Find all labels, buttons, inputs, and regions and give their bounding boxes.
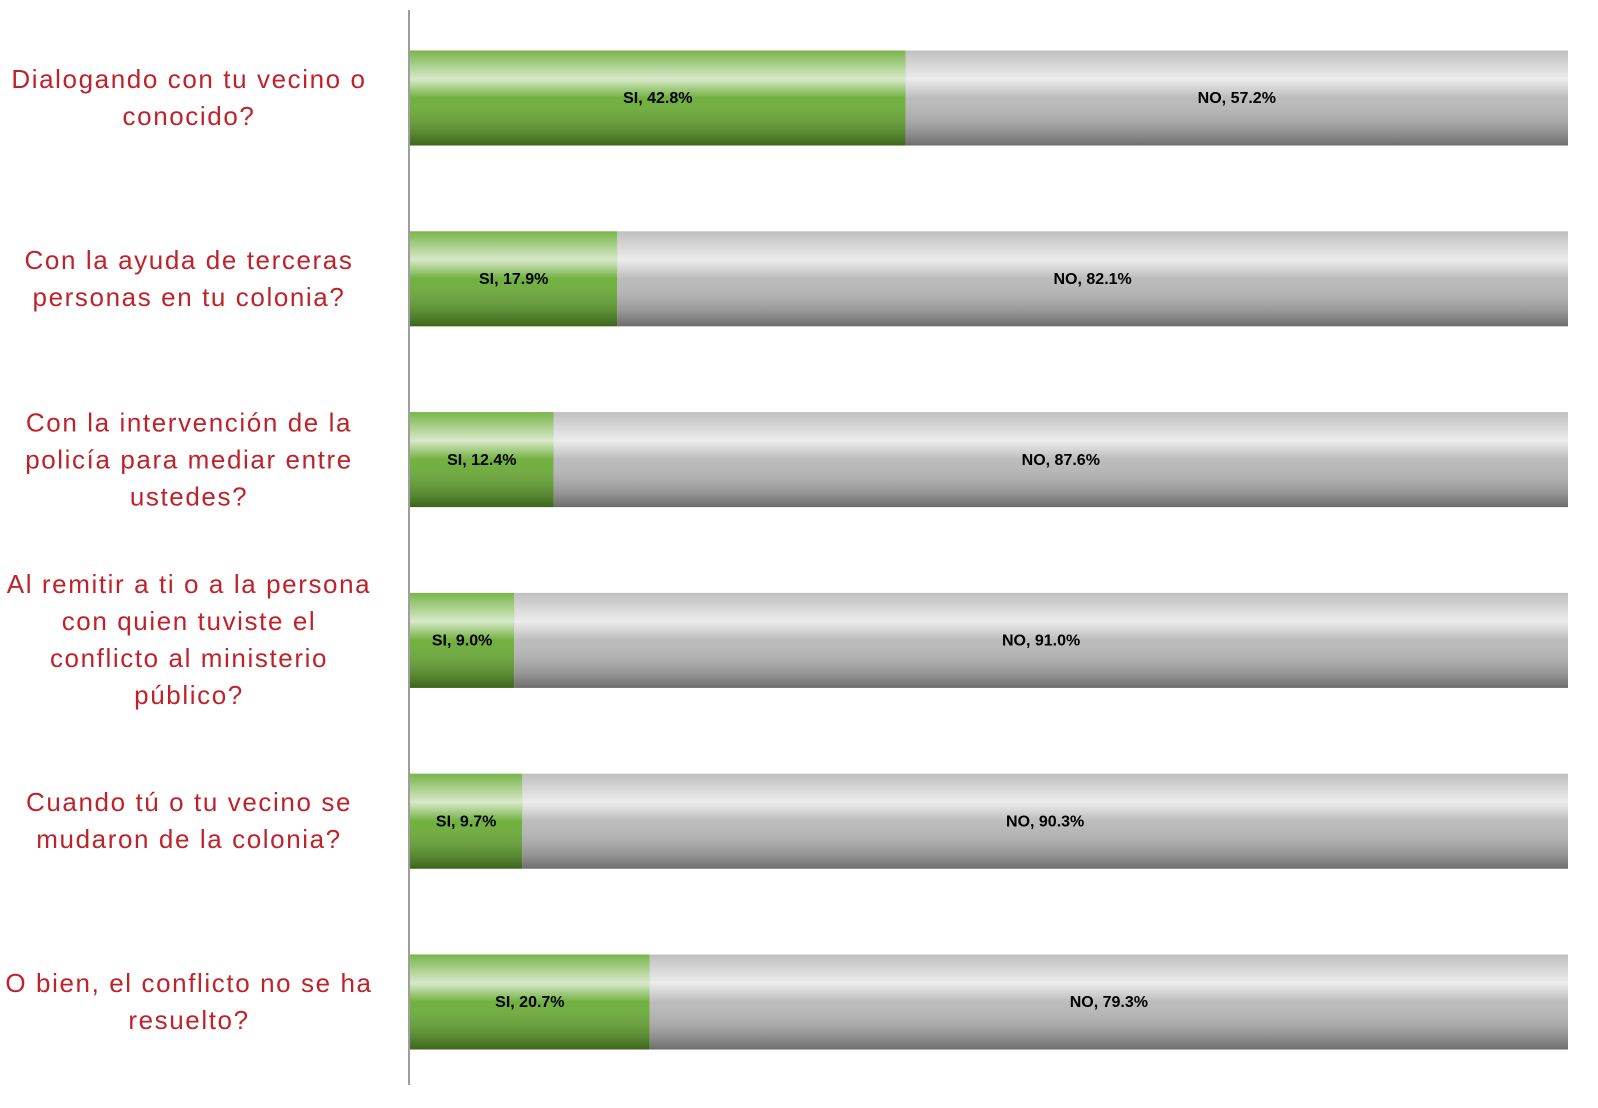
data-label: SI, 12.4% (447, 452, 516, 469)
data-label: NO, 57.2% (1198, 90, 1276, 107)
data-label: SI, 42.8% (623, 90, 692, 107)
category-label: Con la ayuda de terceras personas en tu … (24, 244, 354, 312)
bar-shade (905, 50, 1568, 146)
bar-shade (410, 592, 515, 688)
data-label: NO, 90.3% (1006, 813, 1084, 830)
data-label: SI, 17.9% (479, 271, 548, 288)
data-label: SI, 9.7% (436, 813, 496, 830)
bar-shade (410, 954, 650, 1050)
bar-shade (649, 954, 1568, 1050)
bar-shade (553, 412, 1568, 508)
data-label: SI, 20.7% (495, 994, 564, 1011)
category-label: O bien, el conflicto no se ha resuelto? (5, 968, 373, 1035)
bar-shade (617, 231, 1568, 327)
category-label: Cuando tú o tu vecino se mudaron de la c… (25, 787, 353, 855)
data-label: SI, 9.0% (432, 633, 492, 650)
category-label: Dialogando con tu vecino o conocido? (11, 64, 367, 131)
bar-shade (514, 592, 1568, 688)
category-label: Con la intervención de la policía para m… (25, 407, 353, 512)
category-label: Al remitir a ti o a la persona con quien… (6, 569, 372, 711)
data-label: NO, 87.6% (1022, 452, 1100, 469)
data-label: NO, 79.3% (1070, 994, 1148, 1011)
bar-shade (410, 50, 906, 146)
bar-shade (410, 773, 523, 869)
bar-shade (410, 412, 554, 508)
bar-shade (410, 231, 618, 327)
data-label: NO, 82.1% (1054, 271, 1132, 288)
bar-shade (522, 773, 1569, 869)
data-label: NO, 91.0% (1002, 633, 1080, 650)
